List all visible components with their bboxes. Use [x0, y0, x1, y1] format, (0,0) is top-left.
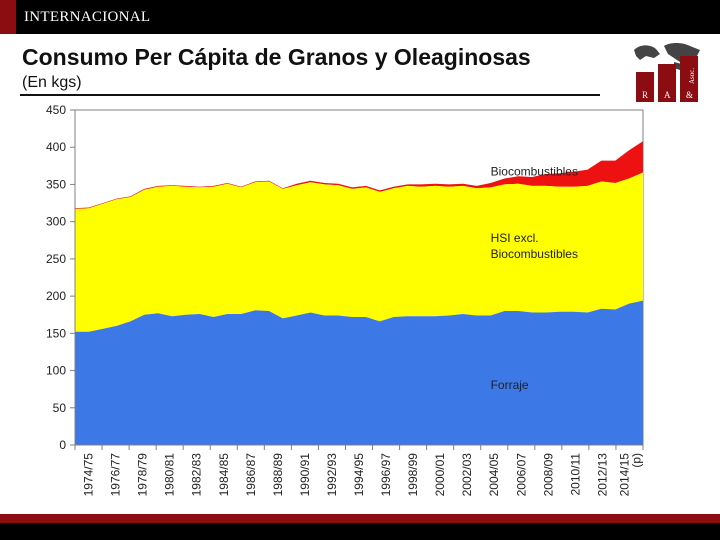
x-tick-label: 1992/93: [325, 453, 339, 497]
x-tick-label: 1982/83: [190, 453, 204, 497]
top-banner-accent: [0, 0, 16, 34]
x-tick-label: 1988/89: [271, 453, 285, 497]
series-label-biocombustibles: Biocombustibles: [491, 165, 578, 179]
area-hsi: [75, 172, 643, 332]
consumption-area-chart: 0 50 100 150 200 250 300 350 400 450 1974/75 1976/7…: [46, 103, 644, 497]
logo-letter-asoc: Asoc.: [688, 68, 696, 84]
logo-column-2: [658, 64, 676, 102]
logo-column-1: [636, 72, 654, 102]
y-tick-label: 250: [46, 252, 66, 266]
logo-letter-amp: &: [686, 90, 693, 100]
x-tick-label: 1980/81: [163, 453, 177, 497]
x-tick-label: 1974/75: [82, 453, 96, 497]
x-tick-label: 1994/95: [352, 453, 366, 497]
logo-letter-a: A: [664, 90, 671, 100]
series-label-forraje: Forraje: [491, 378, 529, 392]
x-tick-label: 2014/15(p): [618, 453, 644, 497]
y-tick-label: 400: [46, 140, 66, 154]
x-tick-label: 1984/85: [217, 453, 231, 497]
title-divider: [20, 94, 600, 96]
section-label: INTERNACIONAL: [24, 9, 151, 25]
x-tick-label: 2010/11: [568, 453, 582, 496]
x-tick-label: 1998/99: [406, 453, 420, 497]
x-tick-label: 1976/77: [109, 453, 123, 497]
x-tick-label: 1990/91: [298, 453, 312, 497]
y-tick-label: 450: [46, 103, 66, 117]
bottom-banner-accent: [0, 514, 720, 523]
x-tick-label: 2002/03: [460, 453, 474, 497]
y-tick-label: 200: [46, 289, 66, 303]
y-tick-label: 100: [46, 364, 66, 378]
x-tick-label: 1986/87: [244, 453, 258, 497]
page-subtitle: (En kgs): [22, 74, 82, 91]
area-forraje: [75, 300, 643, 445]
x-tick-label: 1996/97: [379, 453, 393, 497]
y-tick-label: 50: [53, 401, 67, 415]
x-tick-label: 2000/01: [433, 453, 447, 497]
series-label-hsi-line-1: HSI excl.: [491, 231, 539, 245]
y-tick-label: 0: [59, 438, 66, 452]
x-tick-label: 2008/09: [541, 453, 555, 497]
page-title: Consumo Per Cápita de Granos y Oleaginos…: [22, 44, 531, 70]
company-logo: R A & Asoc.: [630, 40, 706, 102]
logo-column-3: [680, 56, 698, 102]
logo-letter-r: R: [642, 90, 648, 100]
y-tick-label: 150: [46, 326, 66, 340]
x-tick-label: 2006/07: [514, 453, 528, 497]
logo-world-map: [634, 43, 700, 70]
y-tick-label: 300: [46, 215, 66, 229]
x-tick-label: 2012/13: [595, 453, 609, 497]
series-label-hsi-line-2: Biocombustibles: [491, 247, 578, 261]
x-tick-label: 2004/05: [487, 453, 501, 497]
y-tick-label: 350: [46, 177, 66, 191]
x-tick-label: 1978/79: [136, 453, 150, 497]
top-banner: [0, 0, 720, 34]
